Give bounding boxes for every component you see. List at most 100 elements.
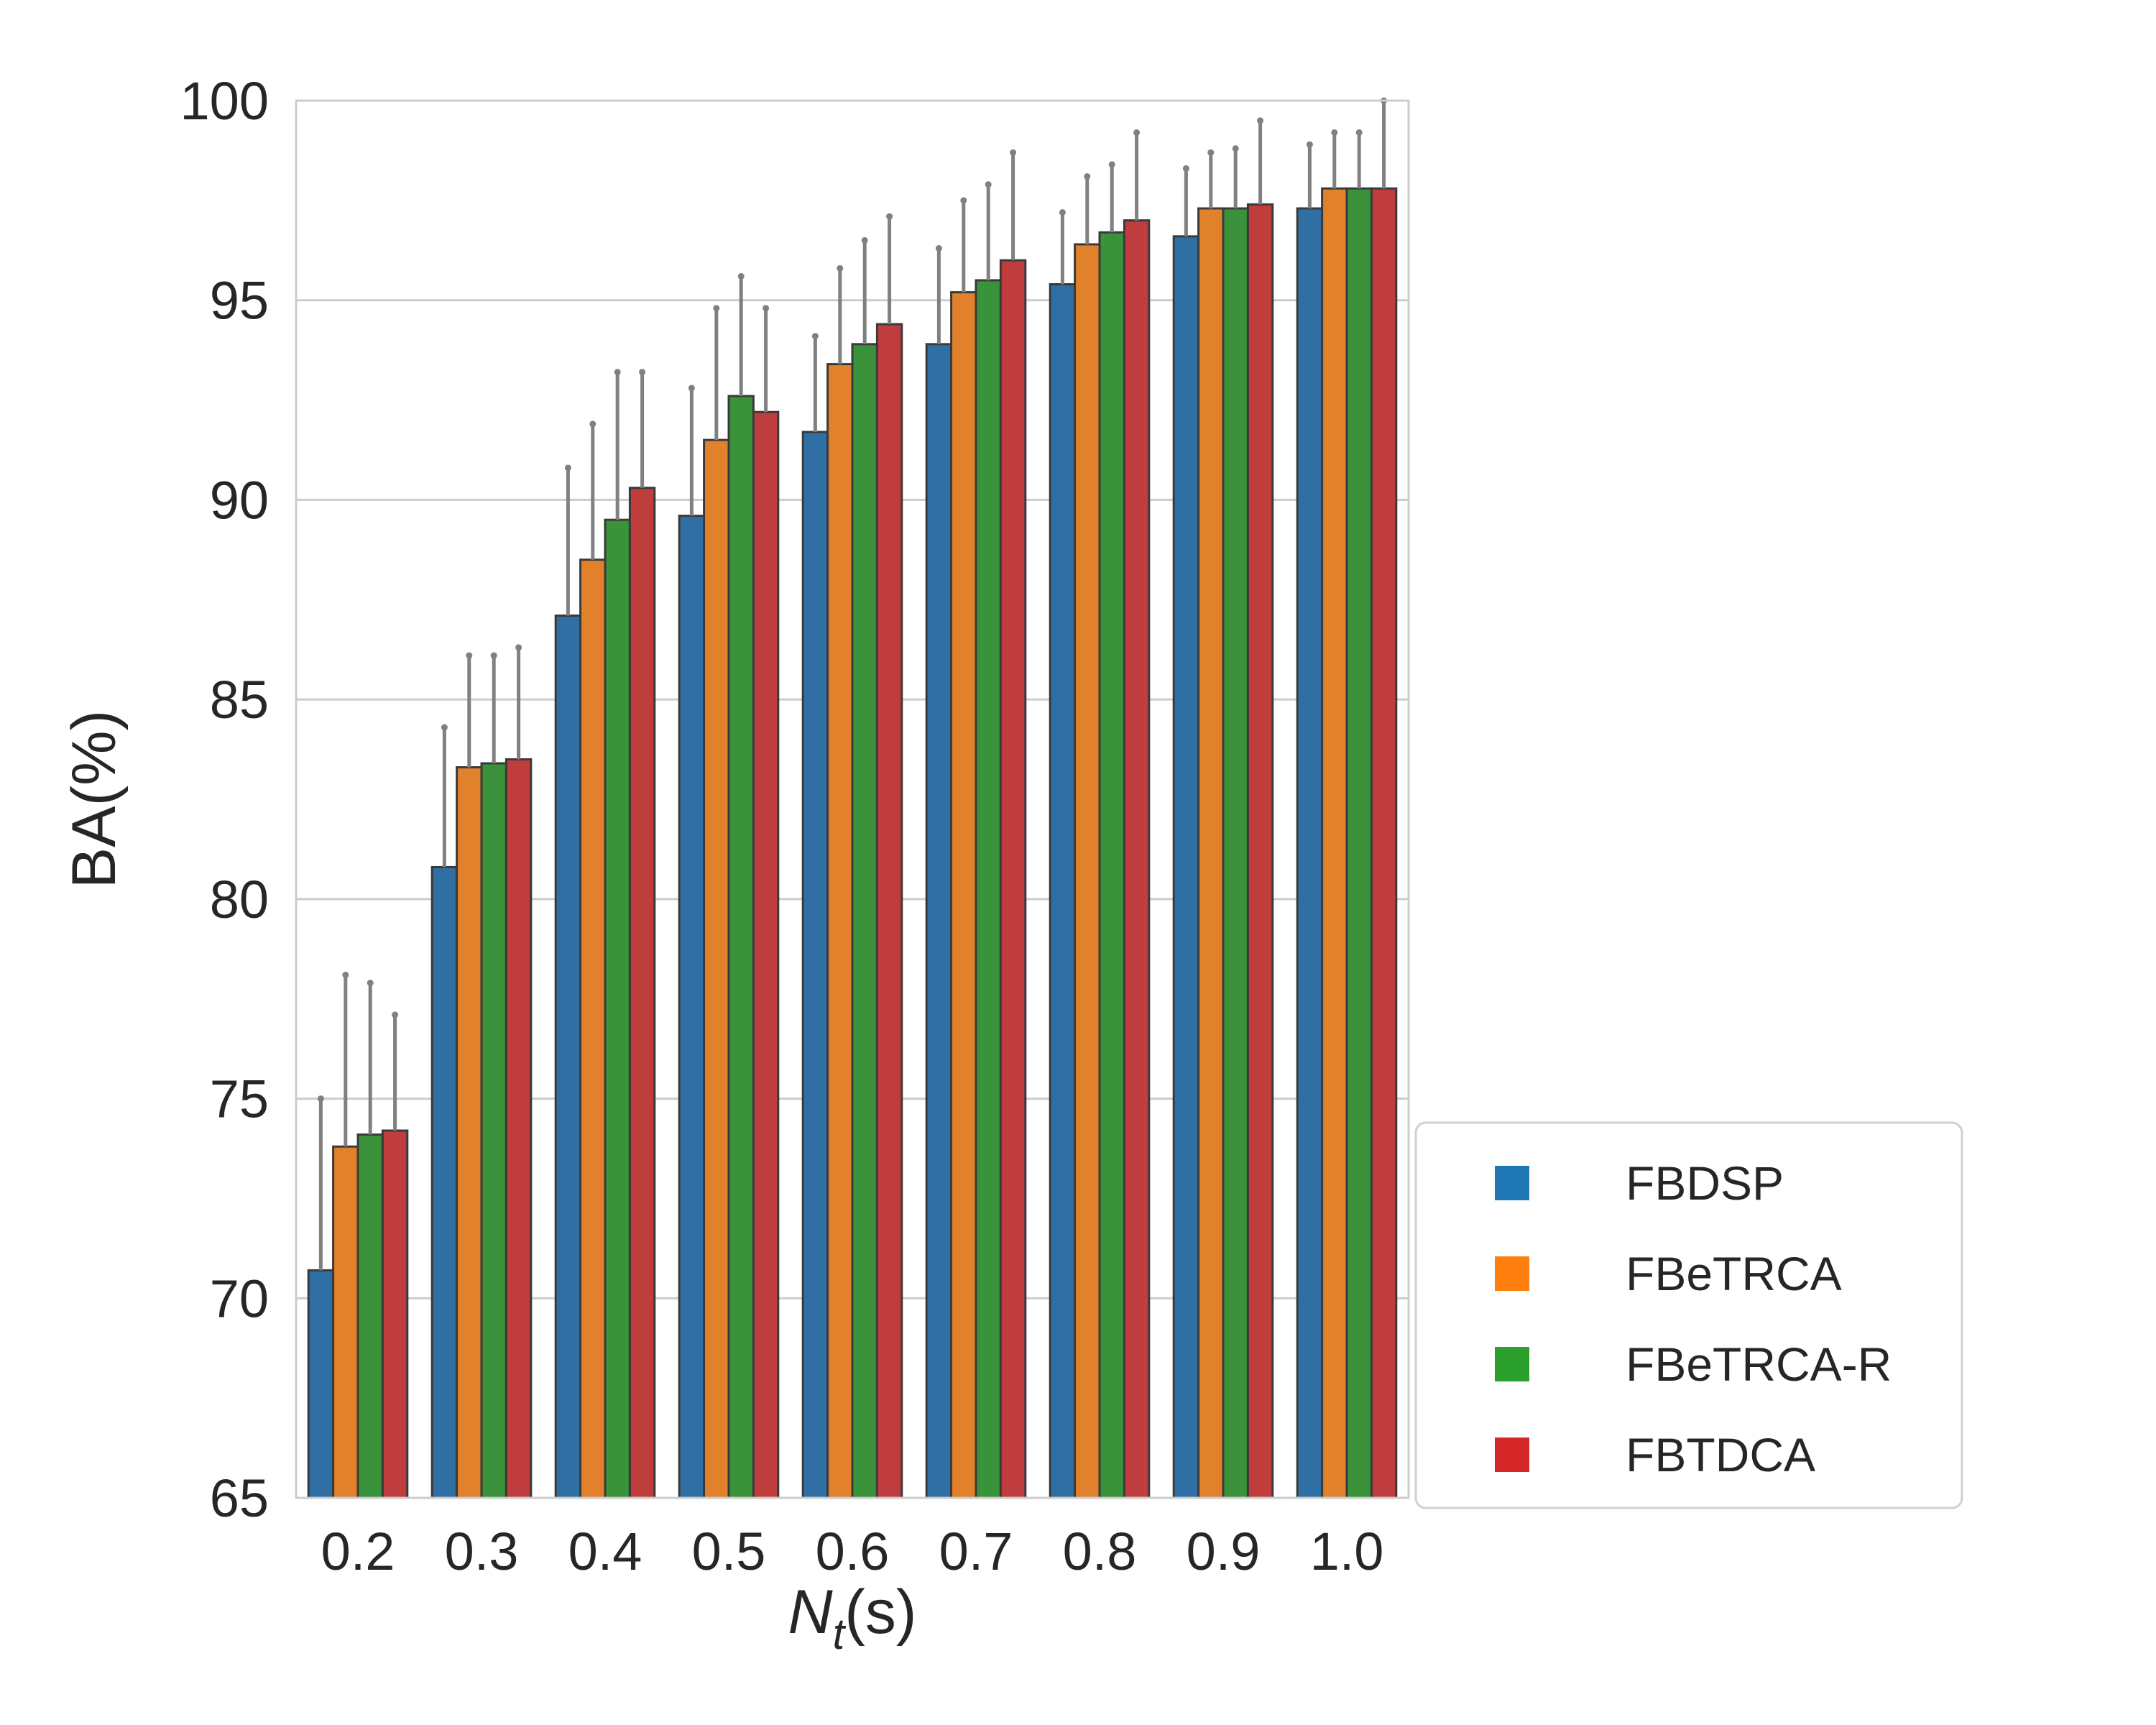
bar [307,1269,335,1499]
error-bar-cap [688,385,695,392]
x-tick-label: 1.0 [1310,1522,1384,1581]
x-tick-label: 0.6 [816,1522,890,1581]
bar [332,1145,359,1499]
bar [1246,203,1274,1499]
bar [752,410,780,1499]
legend-box [1414,1121,1963,1509]
bar [925,343,953,1499]
bar [356,1133,384,1499]
bar [727,395,755,1499]
error-bar-cap [342,971,349,978]
error-bar-cap [985,181,992,188]
error-bar-cap [564,464,571,472]
legend-label: FBeTRCA [1626,1247,1842,1300]
y-tick-labels: 65 70 75 80 85 90 95 100 [180,71,269,1528]
error-bar-cap [1133,129,1141,136]
error-bar-cap [1331,129,1338,136]
legend-label: FBDSP [1626,1156,1784,1210]
x-tick-label: 0.2 [321,1522,395,1581]
x-tick-label: 0.3 [445,1522,519,1581]
bar [999,259,1027,1499]
error-bar-cap [763,305,770,312]
bar [1074,243,1101,1499]
error-bar-cap [1257,117,1264,124]
bar [604,518,631,1499]
x-tick-label: 0.8 [1063,1522,1137,1581]
bar [381,1129,409,1499]
legend-label: FBTDCA [1626,1428,1815,1481]
bar [456,766,483,1499]
bar [1197,207,1225,1499]
error-bar-cap [589,420,596,428]
x-tick-label: 0.4 [568,1522,642,1581]
bar [430,865,459,1499]
x-tick-label: 0.9 [1187,1522,1261,1581]
bar [1321,187,1348,1499]
bar [1345,187,1373,1499]
error-bar-cap [1232,145,1239,152]
x-tick-label: 0.5 [692,1522,766,1581]
error-bar-cap [1010,149,1017,156]
bar [554,615,582,1499]
error-bar-cap [1207,149,1215,156]
error-bar-cap [1059,209,1066,216]
error-bar-cap [1108,161,1115,168]
error-bar-cap [515,644,522,651]
error-bar-cap [367,979,374,986]
error-bar-cap [811,333,819,340]
error-bar-cap [1084,173,1091,180]
error-bar-cap [614,369,621,376]
plot-frame [295,99,1410,1499]
error-bar-cap [737,272,745,280]
y-tick-label: 95 [210,271,269,331]
legend-swatch [1495,1256,1529,1291]
legend-swatch [1495,1166,1529,1200]
error-bar-cap [837,264,844,272]
x-tick-labels: 0.2 0.3 0.4 0.5 0.6 0.7 0.8 0.9 1.0 [321,1522,1384,1581]
error-bar-cap [1355,129,1363,136]
x-axis-label-unit: (s) [844,1578,916,1647]
bar [628,487,656,1499]
y-tick-label: 65 [210,1468,269,1528]
error-bar-cap [960,197,967,204]
error-bar-cap [639,369,646,376]
error-bar-cap [466,652,473,659]
bar [1098,231,1125,1499]
error-bar-cap [441,724,448,731]
y-axis-label: BA(%) [60,710,129,888]
bar [875,323,903,1499]
bar [950,291,977,1499]
bar [1049,282,1077,1499]
bar [1123,219,1151,1499]
x-axis-label-symbol: N [788,1578,833,1647]
error-bar-cap [1306,141,1313,148]
x-tick-label: 0.7 [939,1522,1013,1581]
bar [826,363,854,1499]
y-tick-label: 70 [210,1269,269,1328]
bar [975,279,1002,1499]
bar [703,438,730,1499]
y-tick-label: 85 [210,670,269,730]
error-bars [317,97,1388,1271]
legend-label: FBeTRCA-R [1626,1338,1892,1391]
bar [579,558,607,1499]
legend-swatch [1495,1347,1529,1381]
bar [1172,235,1200,1499]
bar [1222,207,1249,1499]
error-bar-cap [490,652,497,659]
y-tick-label: 80 [210,870,269,929]
bar [678,515,706,1499]
x-axis-label-subscript: t [833,1610,847,1658]
y-tick-label: 90 [210,470,269,530]
bar [851,343,878,1499]
legend: FBDSP FBeTRCA FBeTRCA-R FBTDCA [1414,1121,1963,1509]
x-axis-label: Nt(s) [788,1578,916,1658]
error-bar-cap [935,245,942,252]
bar [1370,187,1398,1499]
legend-swatch [1495,1438,1529,1472]
bars [307,187,1398,1499]
bar [1296,207,1324,1499]
bar [801,431,829,1499]
error-bar-cap [317,1095,324,1103]
